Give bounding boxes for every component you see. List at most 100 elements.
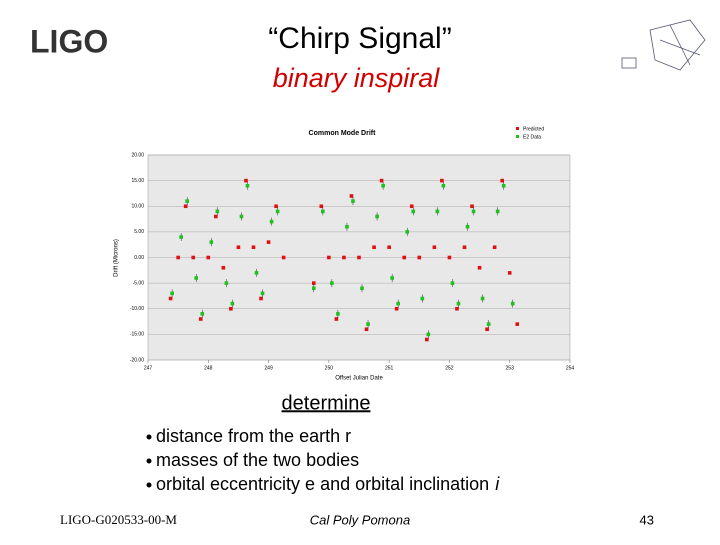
footer-center: Cal Poly Pomona [310,512,410,527]
point [417,255,422,260]
logo: LIGO [30,23,108,59]
point [330,281,334,285]
point [375,214,379,219]
point [426,332,431,337]
point [230,301,235,306]
point [275,209,280,214]
point [198,317,203,321]
y-tick-label: 0.00 [134,255,144,261]
point [409,204,414,209]
point [507,271,512,275]
point [351,199,355,203]
point [411,209,416,214]
x-tick-label: 251 [385,365,394,371]
point [405,230,410,234]
bullet-dot [146,458,152,464]
point [221,265,226,270]
bullet-text: distance from the earth r [156,426,351,446]
point [447,255,452,260]
footer-left: LIGO-G020533-00-M [60,512,177,527]
point [194,276,199,280]
x-tick-label: 249 [264,365,273,371]
point [179,235,183,239]
title: “Chirp Signal” [268,22,451,55]
point [515,322,520,326]
point [432,245,437,250]
x-tick-label: 250 [325,365,334,371]
bullet-text: orbital eccentricity e and orbital incli… [156,474,500,494]
point [465,224,470,229]
point [170,291,174,296]
point [342,255,346,260]
point [360,286,364,291]
point [206,255,211,260]
point [349,194,354,198]
y-tick-label: 10.00 [131,204,144,210]
point [387,245,391,250]
point [425,337,429,342]
point [480,296,485,301]
point [394,306,399,311]
point [321,209,325,214]
point [185,199,189,203]
point [492,245,497,250]
point [260,291,265,296]
point [455,306,459,311]
point [336,312,340,316]
legend-marker [516,135,519,138]
point [510,301,515,306]
point [176,255,180,260]
subtitle: binary inspiral [273,63,441,93]
point [364,327,369,332]
point [366,322,370,326]
point [477,265,482,270]
point [274,204,278,209]
legend-marker [516,127,519,130]
point [470,204,474,209]
point [183,204,188,209]
point [214,214,218,219]
page-number: 43 [640,512,654,527]
point [245,183,250,188]
point [495,209,500,214]
point [372,245,376,250]
point [379,178,384,183]
y-tick-label: -15.00 [130,332,144,338]
point [501,183,506,188]
point [254,271,259,275]
point [251,245,256,250]
point [209,240,214,244]
point [224,281,229,285]
point [269,219,274,224]
point [456,301,461,306]
y-tick-label: -10.00 [130,306,144,312]
y-tick-label: 20.00 [131,152,144,158]
point [486,322,491,326]
point [215,209,220,214]
y-tick-label: -5.00 [133,280,145,286]
x-axis-label: Offset Julian Date [335,376,383,382]
x-tick-label: 253 [506,365,515,371]
legend-label: Predicted [523,126,544,132]
point [266,240,271,244]
bullet-list: distance from the earth r masses of the t… [146,426,500,494]
point [345,224,349,229]
x-tick-label: 248 [204,365,213,371]
point [390,276,394,280]
chart-title: Common Mode Drift [309,130,377,137]
point [435,209,440,214]
point [259,296,263,301]
point [168,296,173,301]
point [357,255,361,260]
y-tick-label: -20.00 [130,357,144,363]
bullet-dot [146,434,152,440]
point [500,178,504,183]
point [396,301,400,306]
point [381,183,385,188]
point [471,209,476,214]
point [485,327,489,332]
point [244,178,248,183]
y-tick-label: 15.00 [131,178,144,184]
